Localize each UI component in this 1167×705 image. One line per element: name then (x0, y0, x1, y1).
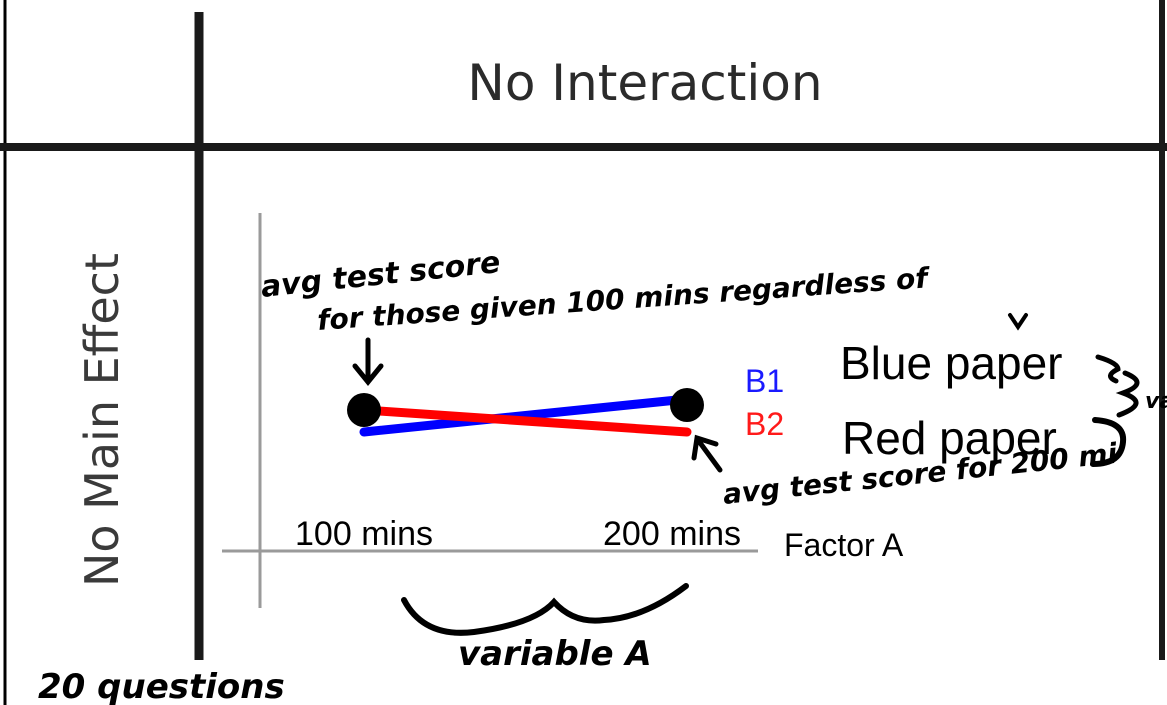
endpoint-dot-100 (347, 393, 381, 427)
brace-combined (1115, 370, 1140, 418)
legend-b2: B2 (745, 406, 784, 442)
tick-label-200: 200 mins (603, 515, 741, 553)
series-layer (359, 394, 692, 437)
legend-b1: B1 (745, 363, 784, 399)
label-blue-paper: Blue paper (840, 337, 1063, 389)
endpoint-dot-200 (670, 388, 704, 422)
tick-label-100: 100 mins (295, 515, 433, 553)
handwritten-arrow-down (352, 337, 384, 386)
series-line-b1 (359, 394, 692, 437)
column-header: No Interaction (467, 54, 822, 112)
handwritten-cut-var: va (1145, 389, 1167, 414)
brace-red-paper (1090, 417, 1127, 467)
handwritten-check-mark (1008, 313, 1028, 331)
handwritten-arrow-up (691, 434, 723, 473)
series-line-b2 (359, 405, 692, 437)
handwritten-brace-variable-a (401, 583, 689, 636)
handwritten-variable-a: variable A (458, 634, 652, 674)
x-axis-label: Factor A (784, 527, 904, 563)
label-red-paper: Red paper (842, 412, 1057, 464)
row-header: No Main Effect (75, 253, 129, 587)
handwritten-questions: 20 questions (38, 667, 285, 705)
brace-blue-paper (1095, 354, 1121, 384)
